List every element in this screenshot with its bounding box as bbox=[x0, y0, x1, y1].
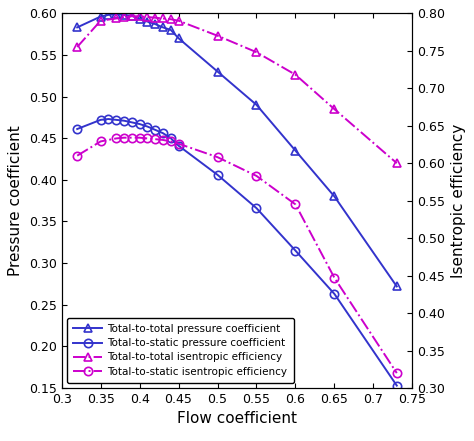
Total-to-total pressure coefficient bbox=[332, 194, 337, 199]
Total-to-total isentropic efficiency bbox=[98, 18, 103, 23]
Line: Total-to-total pressure coefficient: Total-to-total pressure coefficient bbox=[73, 10, 401, 291]
Total-to-total isentropic efficiency bbox=[215, 33, 220, 38]
Total-to-static pressure coefficient bbox=[254, 206, 259, 211]
Total-to-total isentropic efficiency bbox=[121, 15, 127, 20]
Total-to-total pressure coefficient bbox=[152, 22, 158, 27]
Total-to-total isentropic efficiency bbox=[332, 107, 337, 112]
Total-to-static pressure coefficient bbox=[145, 124, 150, 129]
Total-to-total isentropic efficiency bbox=[152, 15, 158, 20]
Total-to-total isentropic efficiency bbox=[145, 15, 150, 20]
Total-to-total pressure coefficient bbox=[394, 284, 400, 289]
Total-to-static pressure coefficient bbox=[129, 120, 135, 125]
Total-to-static isentropic efficiency bbox=[145, 136, 150, 141]
Total-to-static isentropic efficiency bbox=[168, 139, 173, 144]
Total-to-total pressure coefficient bbox=[168, 27, 173, 33]
Line: Total-to-static pressure coefficient: Total-to-static pressure coefficient bbox=[73, 115, 401, 390]
Total-to-static isentropic efficiency bbox=[113, 136, 119, 141]
Total-to-static isentropic efficiency bbox=[160, 137, 166, 142]
Total-to-static pressure coefficient bbox=[168, 135, 173, 141]
Total-to-static pressure coefficient bbox=[106, 116, 111, 122]
Total-to-total isentropic efficiency bbox=[168, 17, 173, 22]
Total-to-total isentropic efficiency bbox=[254, 49, 259, 55]
Line: Total-to-total isentropic efficiency: Total-to-total isentropic efficiency bbox=[73, 12, 401, 167]
Y-axis label: Pressure coefficient: Pressure coefficient bbox=[8, 125, 23, 276]
Total-to-total isentropic efficiency bbox=[137, 14, 142, 19]
Total-to-static isentropic efficiency bbox=[215, 154, 220, 160]
Total-to-static isentropic efficiency bbox=[74, 153, 80, 158]
Total-to-total pressure coefficient bbox=[254, 102, 259, 108]
Total-to-static pressure coefficient bbox=[215, 172, 220, 177]
Total-to-total pressure coefficient bbox=[74, 25, 80, 30]
Total-to-static pressure coefficient bbox=[176, 143, 182, 148]
Total-to-static isentropic efficiency bbox=[121, 135, 127, 140]
Total-to-total isentropic efficiency bbox=[292, 72, 298, 77]
Total-to-static pressure coefficient bbox=[98, 117, 103, 123]
Total-to-total pressure coefficient bbox=[98, 14, 103, 19]
Total-to-static pressure coefficient bbox=[292, 248, 298, 253]
Total-to-static isentropic efficiency bbox=[98, 139, 103, 144]
Total-to-static pressure coefficient bbox=[332, 292, 337, 297]
Total-to-total isentropic efficiency bbox=[176, 18, 182, 23]
Total-to-static isentropic efficiency bbox=[129, 135, 135, 140]
Y-axis label: Isentropic efficiency: Isentropic efficiency bbox=[451, 123, 466, 278]
Total-to-total pressure coefficient bbox=[106, 12, 111, 18]
Total-to-static pressure coefficient bbox=[121, 118, 127, 123]
Total-to-static pressure coefficient bbox=[74, 127, 80, 132]
Legend: Total-to-total pressure coefficient, Total-to-static pressure coefficient, Total: Total-to-total pressure coefficient, Tot… bbox=[67, 318, 294, 383]
Total-to-total pressure coefficient bbox=[121, 12, 127, 18]
Total-to-static pressure coefficient bbox=[137, 121, 142, 127]
Total-to-total isentropic efficiency bbox=[113, 16, 119, 21]
Total-to-total pressure coefficient bbox=[176, 36, 182, 41]
Total-to-total isentropic efficiency bbox=[129, 14, 135, 19]
Total-to-total pressure coefficient bbox=[137, 16, 142, 22]
Total-to-static isentropic efficiency bbox=[394, 370, 400, 376]
Total-to-static pressure coefficient bbox=[160, 131, 166, 136]
Total-to-static isentropic efficiency bbox=[254, 173, 259, 179]
Total-to-static isentropic efficiency bbox=[176, 141, 182, 146]
X-axis label: Flow coefficient: Flow coefficient bbox=[177, 411, 297, 426]
Total-to-total isentropic efficiency bbox=[160, 16, 166, 21]
Total-to-total pressure coefficient bbox=[292, 148, 298, 153]
Total-to-total isentropic efficiency bbox=[394, 161, 400, 166]
Total-to-total isentropic efficiency bbox=[74, 45, 80, 50]
Total-to-static isentropic efficiency bbox=[292, 202, 298, 207]
Total-to-total pressure coefficient bbox=[129, 13, 135, 19]
Total-to-static isentropic efficiency bbox=[152, 137, 158, 142]
Total-to-static pressure coefficient bbox=[113, 117, 119, 123]
Total-to-static isentropic efficiency bbox=[332, 275, 337, 280]
Total-to-static pressure coefficient bbox=[394, 383, 400, 388]
Total-to-total pressure coefficient bbox=[145, 19, 150, 24]
Total-to-total pressure coefficient bbox=[113, 11, 119, 17]
Total-to-static pressure coefficient bbox=[152, 127, 158, 132]
Line: Total-to-static isentropic efficiency: Total-to-static isentropic efficiency bbox=[73, 134, 401, 377]
Total-to-total pressure coefficient bbox=[160, 25, 166, 30]
Total-to-total pressure coefficient bbox=[215, 69, 220, 74]
Total-to-static isentropic efficiency bbox=[137, 135, 142, 140]
